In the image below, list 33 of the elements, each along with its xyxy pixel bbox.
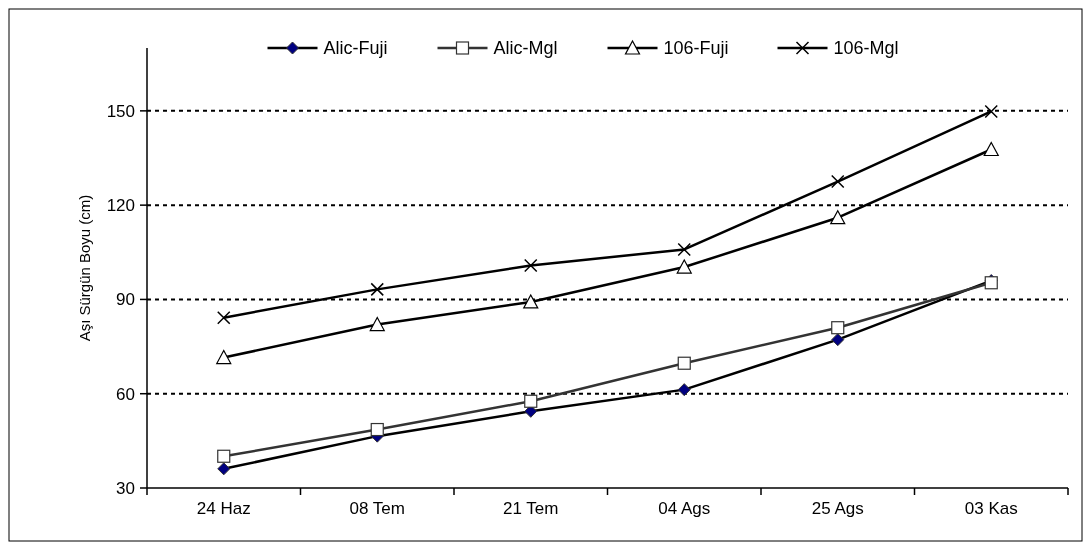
point xyxy=(676,259,692,274)
point xyxy=(370,282,384,297)
legend-label: 106-Fuji xyxy=(663,38,729,59)
x-tick-label: 24 Haz xyxy=(196,499,251,518)
point xyxy=(984,104,998,119)
legend-label: Alic-Fuji xyxy=(323,38,388,59)
legend-label: 106-Mgl xyxy=(833,38,899,59)
y-tick-label: 90 xyxy=(116,290,135,310)
point xyxy=(983,141,999,157)
point xyxy=(217,449,231,463)
y-tick-label: 60 xyxy=(116,384,135,404)
x-tick-label: 21 Tem xyxy=(503,499,559,518)
point xyxy=(677,356,691,370)
point xyxy=(831,174,845,189)
x-tick-label: 08 Tem xyxy=(349,499,405,518)
y-tick-label: 30 xyxy=(116,478,135,498)
y-axis-title: Aşı Sürgün Boyu (cm) xyxy=(76,194,93,342)
point xyxy=(524,258,538,273)
point xyxy=(677,242,691,257)
x-tick-label: 03 Kas xyxy=(964,499,1018,518)
point xyxy=(524,394,538,408)
point xyxy=(830,210,846,225)
point xyxy=(217,310,231,325)
y-tick-label: 120 xyxy=(106,196,135,216)
point xyxy=(369,316,385,332)
x-tick-label: 25 Ags xyxy=(811,499,864,518)
point xyxy=(831,321,845,335)
y-tick-label: 150 xyxy=(106,101,135,121)
point xyxy=(216,349,232,365)
point xyxy=(523,294,539,309)
legend-label: Alic-Mgl xyxy=(493,38,558,59)
x-tick-label: 04 Ags xyxy=(658,499,711,518)
point xyxy=(370,422,384,437)
